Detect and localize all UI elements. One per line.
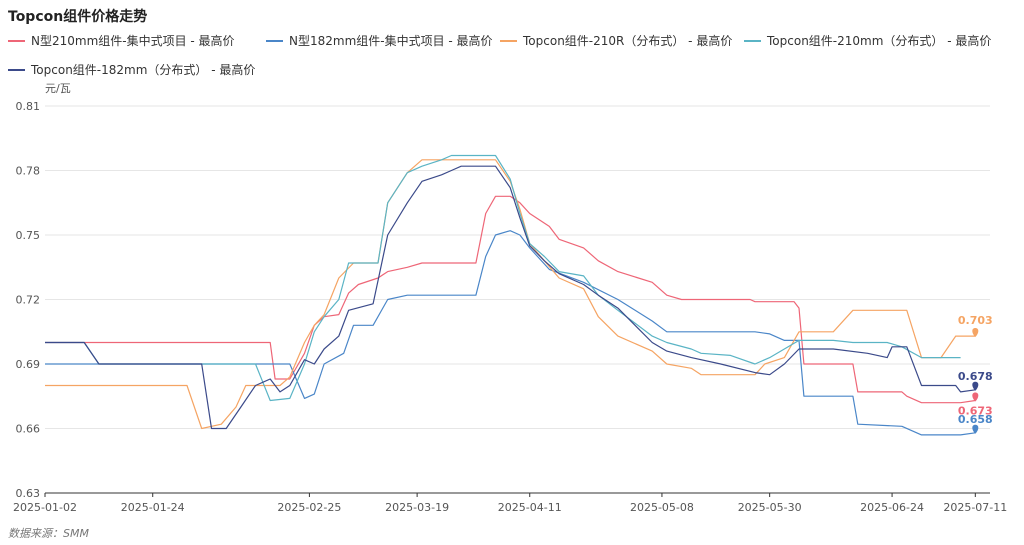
- end-value-label: 0.658: [958, 413, 993, 426]
- chart-title: Topcon组件价格走势: [8, 9, 148, 25]
- y-axis-unit: 元/瓦: [45, 82, 71, 95]
- y-tick-label: 0.63: [16, 487, 41, 500]
- legend-item-182mm[interactable]: Topcon组件-182mm（分布式） - 最高价: [8, 61, 255, 78]
- legend-swatch: [500, 39, 517, 42]
- series-line-0: [45, 195, 976, 404]
- y-tick-label: 0.78: [16, 165, 41, 178]
- y-tick-label: 0.66: [16, 423, 41, 436]
- y-tick-label: 0.81: [16, 100, 41, 113]
- end-value-label: 0.673: [958, 405, 993, 418]
- x-tick-label: 2025-07-11: [943, 501, 1007, 514]
- end-marker: [972, 392, 979, 402]
- legend-swatch: [266, 39, 283, 42]
- legend-label: Topcon组件-210mm（分布式） - 最高价: [767, 34, 992, 48]
- series-line-4: [45, 165, 976, 430]
- legend-item-n182[interactable]: N型182mm组件-集中式项目 - 最高价: [266, 32, 493, 49]
- legend-label: N型182mm组件-集中式项目 - 最高价: [289, 34, 493, 48]
- end-marker: [972, 328, 979, 338]
- end-value-label: 0.703: [958, 314, 993, 327]
- legend-item-210r[interactable]: Topcon组件-210R（分布式） - 最高价: [500, 32, 732, 49]
- x-tick-label: 2025-05-08: [630, 501, 694, 514]
- y-tick-label: 0.72: [16, 294, 41, 307]
- legend-item-n210[interactable]: N型210mm组件-集中式项目 - 最高价: [8, 32, 235, 49]
- x-tick-label: 2025-03-19: [385, 501, 449, 514]
- end-marker: [972, 424, 979, 434]
- x-tick-label: 2025-04-11: [498, 501, 562, 514]
- end-marker: [972, 381, 979, 391]
- series-line-2: [45, 159, 976, 430]
- y-tick-label: 0.75: [16, 229, 41, 242]
- series-line-1: [45, 230, 976, 436]
- series-line-3: [45, 154, 961, 402]
- legend-swatch: [8, 39, 25, 42]
- legend-item-210mm[interactable]: Topcon组件-210mm（分布式） - 最高价: [744, 32, 991, 49]
- x-tick-label: 2025-01-24: [121, 501, 185, 514]
- legend-label: N型210mm组件-集中式项目 - 最高价: [31, 34, 235, 48]
- x-tick-label: 2025-01-02: [13, 501, 77, 514]
- y-tick-label: 0.69: [16, 358, 41, 371]
- end-value-label: 0.678: [958, 370, 993, 383]
- legend-swatch: [744, 39, 761, 42]
- x-tick-label: 2025-02-25: [277, 501, 341, 514]
- legend-label: Topcon组件-182mm（分布式） - 最高价: [31, 63, 256, 77]
- legend-label: Topcon组件-210R（分布式） - 最高价: [523, 34, 733, 48]
- legend-swatch: [8, 68, 25, 71]
- x-tick-label: 2025-06-24: [860, 501, 924, 514]
- x-tick-label: 2025-05-30: [738, 501, 802, 514]
- data-source: 数据来源：SMM: [8, 527, 89, 540]
